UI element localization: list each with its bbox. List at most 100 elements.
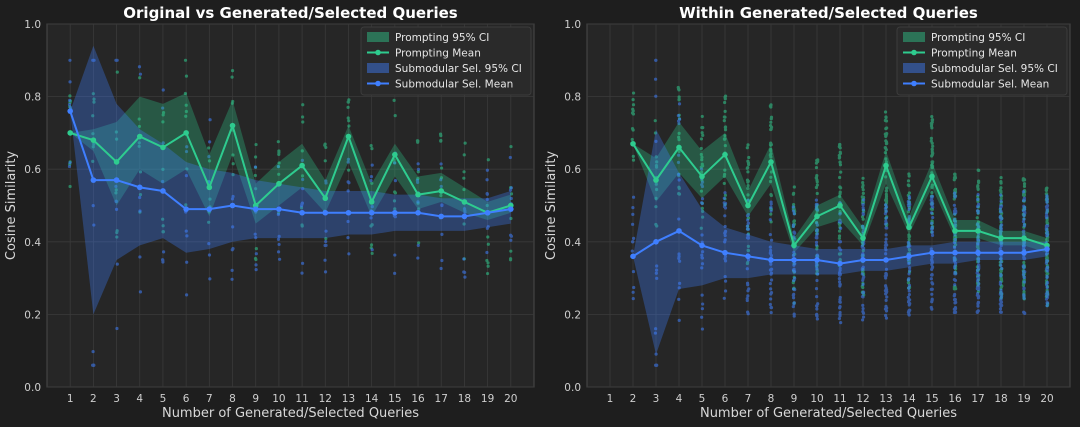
legend-label: Submodular Sel. 95% CI — [931, 63, 1058, 75]
prompting-sample-point — [137, 141, 141, 145]
prompting-sample-point — [723, 193, 728, 197]
submodular-sample-point — [861, 208, 866, 212]
submodular-sample-point — [654, 94, 658, 98]
x-tick-label: 1 — [607, 393, 614, 405]
submodular-sample-point — [700, 315, 704, 319]
submodular-sample-point — [907, 195, 912, 199]
submodular-sample-point — [907, 283, 912, 287]
submodular-sample-point — [631, 195, 636, 199]
submodular-sample-point — [906, 240, 910, 245]
prompting-sample-point — [839, 186, 843, 190]
chart-panel-within-generated: 1 2 3 4 5 6 7 8 9 10 11 12 13 14 15 16 17 18 19 200.00.20.4… — [544, 4, 1071, 421]
prompting-sample-point — [952, 176, 957, 180]
submodular-sample-point — [346, 236, 350, 240]
prompting-sample-point — [300, 149, 304, 153]
submodular-sample-point — [838, 266, 842, 271]
prompting-sample-point — [723, 100, 727, 105]
x-tick-label: 7 — [745, 393, 752, 405]
submodular-sample-point — [907, 292, 911, 297]
prompting-sample-point — [161, 230, 165, 234]
prompting-sample-point — [884, 175, 888, 179]
submodular-sample-point — [838, 240, 843, 244]
prompting-sample-point — [999, 175, 1003, 180]
submodular-sample-point — [324, 239, 328, 244]
prompting-sample-point — [92, 97, 96, 101]
submodular-sample-point — [463, 210, 467, 215]
submodular-sample-point — [908, 268, 912, 273]
submodular-sample-point — [631, 240, 635, 244]
submodular-sample-point — [838, 272, 842, 276]
prompting-sample-point — [931, 183, 935, 187]
prompting-sample-point — [746, 183, 750, 188]
submodular-sample-point — [838, 300, 842, 304]
submodular-sample-point — [930, 266, 935, 270]
prompting-sample-point — [254, 257, 258, 262]
submodular-sample-point — [838, 218, 842, 222]
submodular-sample-point — [300, 271, 304, 275]
submodular-mean-point — [345, 209, 352, 216]
submodular-ci-band — [70, 45, 511, 315]
submodular-sample-point — [677, 252, 681, 256]
prompting-sample-point — [347, 124, 351, 128]
submodular-sample-point — [999, 273, 1003, 277]
submodular-sample-point — [839, 226, 843, 230]
prompting-sample-point — [346, 100, 350, 104]
submodular-sample-point — [998, 206, 1003, 210]
submodular-sample-point — [276, 164, 280, 169]
x-tick-label: 13 — [879, 393, 892, 405]
submodular-sample-point — [977, 259, 981, 264]
submodular-sample-point — [884, 243, 888, 247]
submodular-mean-point — [699, 242, 705, 249]
submodular-sample-point — [745, 281, 750, 285]
prompting-sample-point — [439, 139, 443, 143]
prompting-sample-point — [184, 114, 188, 118]
y-tick-label: 0.2 — [24, 309, 41, 321]
submodular-sample-point — [769, 253, 774, 258]
prompting-sample-point — [700, 170, 704, 174]
x-tick-label: 7 — [206, 393, 213, 405]
submodular-sample-point — [837, 277, 842, 281]
submodular-sample-point — [632, 285, 636, 290]
submodular-sample-point — [930, 292, 934, 296]
prompting-sample-point — [746, 170, 750, 174]
submodular-sample-point — [769, 311, 773, 315]
submodular-sample-point — [975, 268, 980, 272]
prompting-sample-point — [439, 166, 444, 170]
submodular-sample-point — [930, 233, 935, 237]
prompting-mean-point — [461, 199, 468, 205]
y-tick-label: 0.8 — [24, 92, 41, 104]
submodular-sample-point — [416, 162, 420, 166]
submodular-sample-point — [509, 196, 513, 201]
submodular-sample-point — [814, 198, 818, 202]
submodular-sample-point — [1022, 257, 1027, 261]
submodular-sample-point — [92, 363, 96, 367]
prompting-sample-point — [91, 114, 95, 118]
submodular-sample-point — [440, 203, 444, 207]
y-tick-label: 0.8 — [564, 92, 581, 104]
x-tick-label: 3 — [653, 393, 660, 405]
prompting-sample-point — [486, 261, 490, 265]
prompting-sample-point — [185, 167, 189, 171]
submodular-sample-point — [677, 121, 681, 126]
prompting-sample-point — [838, 163, 843, 167]
prompting-sample-point — [883, 110, 888, 114]
submodular-sample-point — [769, 262, 773, 266]
submodular-mean-point — [975, 249, 981, 256]
submodular-sample-point — [68, 98, 72, 102]
submodular-sample-point — [954, 271, 958, 276]
prompting-sample-point — [68, 94, 72, 98]
prompting-sample-point — [769, 155, 773, 159]
prompting-sample-point — [699, 226, 703, 230]
prompting-sample-point — [369, 224, 373, 228]
submodular-sample-point — [415, 178, 419, 182]
submodular-sample-point — [1045, 234, 1049, 238]
submodular-sample-point — [439, 266, 443, 271]
submodular-sample-point — [861, 265, 865, 269]
submodular-sample-point — [746, 294, 750, 298]
submodular-sample-point — [861, 278, 865, 283]
y-tick-label: 1.0 — [24, 19, 41, 31]
submodular-sample-point — [1022, 213, 1026, 218]
submodular-sample-point — [1045, 275, 1049, 280]
prompting-sample-point — [884, 199, 889, 203]
